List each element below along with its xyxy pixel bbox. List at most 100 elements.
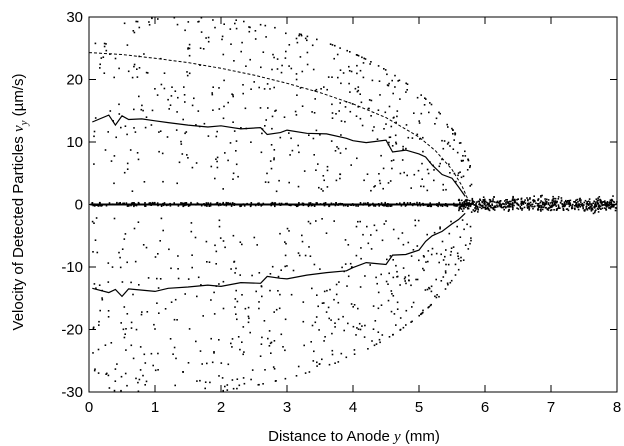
data-point (359, 220, 361, 223)
data-point (504, 200, 506, 202)
data-point (400, 205, 403, 207)
data-point (420, 185, 422, 188)
data-point (430, 285, 433, 288)
data-point (312, 360, 315, 362)
data-point (156, 94, 159, 96)
data-point (306, 35, 309, 38)
data-point (416, 133, 419, 136)
data-point (143, 353, 146, 356)
data-point (346, 49, 348, 52)
data-point (563, 205, 566, 208)
data-point (467, 159, 470, 162)
data-point (271, 127, 273, 130)
data-point (140, 313, 143, 316)
data-point (316, 202, 318, 204)
data-point (92, 326, 95, 329)
data-point (488, 205, 490, 207)
data-point (455, 180, 457, 183)
data-point (362, 62, 365, 64)
data-point (359, 117, 362, 120)
data-point (239, 241, 242, 243)
data-point (176, 111, 178, 113)
data-point (517, 208, 520, 210)
data-point (215, 135, 218, 138)
data-point (371, 129, 374, 132)
data-point (508, 206, 510, 208)
data-point (347, 244, 350, 246)
data-point (545, 201, 548, 204)
data-point (526, 207, 529, 209)
data-point (118, 113, 121, 115)
data-point (394, 86, 396, 88)
data-point (333, 57, 335, 60)
data-point (562, 204, 565, 206)
data-point (91, 220, 94, 223)
data-point (188, 328, 191, 330)
data-point (267, 337, 269, 340)
data-point (157, 287, 160, 289)
data-point (561, 206, 564, 208)
data-point (250, 141, 252, 143)
data-point (435, 252, 438, 255)
x-tick-label: 3 (283, 399, 291, 416)
data-point (354, 87, 357, 90)
data-point (350, 164, 352, 166)
data-point (388, 336, 391, 338)
data-point (538, 206, 541, 208)
data-point (307, 205, 310, 208)
data-point (133, 127, 135, 129)
data-point (175, 129, 178, 131)
data-point (348, 70, 351, 72)
y-tick-label: -20 (61, 322, 83, 339)
data-point (357, 89, 360, 92)
data-point (377, 109, 380, 111)
data-point (320, 88, 322, 90)
data-point (225, 204, 228, 207)
data-point (586, 203, 589, 206)
data-point (279, 136, 282, 139)
data-point (319, 134, 321, 136)
data-point (374, 320, 377, 322)
data-point (281, 64, 283, 67)
data-point (180, 143, 183, 145)
data-point (599, 205, 602, 207)
data-point (290, 67, 293, 70)
data-point (212, 109, 214, 111)
data-point (335, 283, 338, 286)
data-point (470, 239, 472, 242)
data-point (615, 202, 618, 205)
data-point (407, 136, 410, 139)
data-point (387, 283, 389, 285)
data-point (383, 68, 385, 70)
data-point (247, 321, 250, 324)
data-point (464, 155, 467, 157)
data-point (259, 107, 262, 109)
data-point (118, 67, 120, 70)
data-point (511, 206, 514, 208)
data-point (439, 226, 441, 228)
data-point (273, 311, 275, 313)
data-point (529, 201, 532, 204)
data-point (475, 208, 477, 210)
data-point (319, 268, 321, 270)
x-tick-label: 1 (151, 399, 159, 416)
data-point (548, 207, 550, 209)
data-point (381, 239, 384, 242)
data-point (284, 318, 287, 321)
data-point (359, 286, 362, 288)
data-point (242, 377, 245, 379)
data-point (493, 206, 496, 209)
data-point (353, 349, 356, 351)
data-point (356, 327, 358, 329)
data-point (284, 377, 287, 380)
data-point (608, 207, 610, 209)
data-point (308, 134, 310, 136)
data-point (463, 207, 465, 210)
data-point (97, 348, 100, 351)
data-point (359, 93, 361, 95)
data-point (231, 346, 233, 348)
data-point (433, 231, 436, 234)
data-point (175, 357, 177, 360)
data-point (201, 363, 203, 365)
